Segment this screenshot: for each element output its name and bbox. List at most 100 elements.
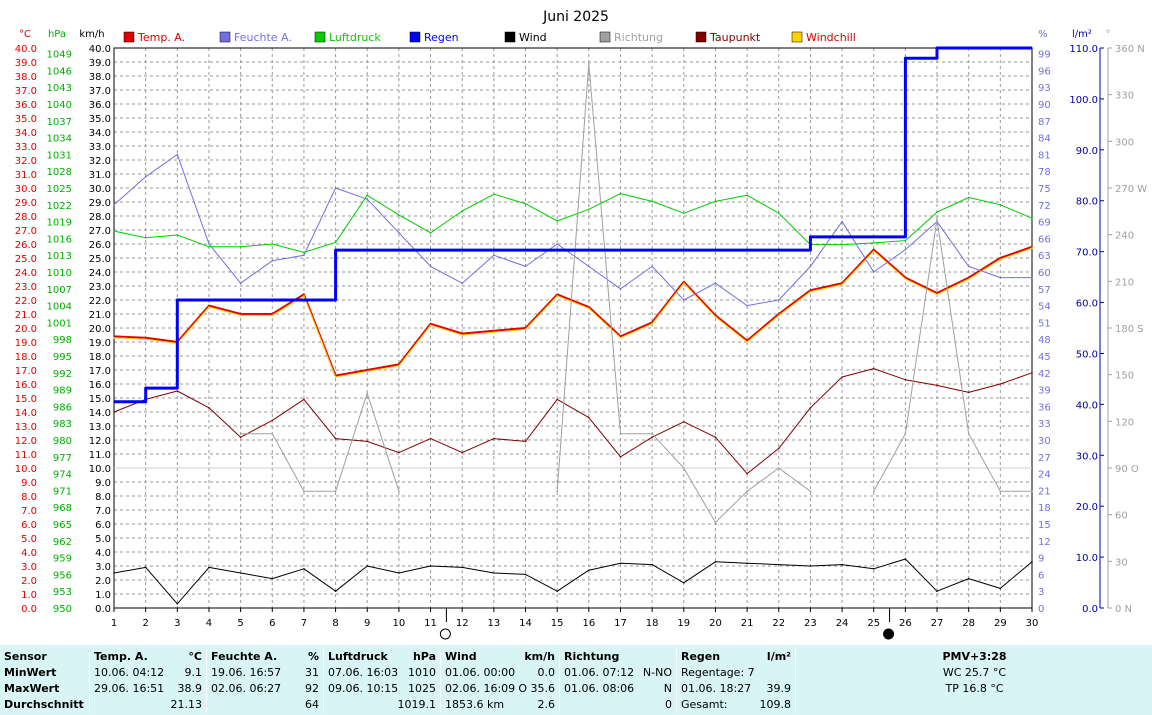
- legend-label: Feuchte A.: [234, 31, 292, 44]
- data-point: [303, 251, 305, 254]
- pressure-axis-unit: hPa: [48, 29, 66, 40]
- stats-dir-min-time: 01.06. 07:12: [564, 666, 635, 679]
- data-point: [334, 437, 337, 440]
- wind-tick-label: 25.0: [89, 254, 111, 265]
- data-point: [556, 490, 558, 493]
- data-point: [809, 289, 812, 292]
- wind-tick-label: 24.0: [89, 268, 111, 279]
- temp-tick-label: 22.0: [15, 296, 37, 307]
- pressure-tick-label: 1004: [47, 302, 72, 313]
- pressure-tick-label: 1040: [47, 100, 72, 111]
- stats-windchill: WC 25.7 °C: [942, 666, 1007, 679]
- x-tick-label: 2: [142, 618, 148, 629]
- wind-tick-label: 1.0: [95, 590, 111, 601]
- data-point: [208, 299, 210, 301]
- data-point: [967, 196, 970, 199]
- data-point: [999, 258, 1002, 261]
- new-moon-icon: [883, 628, 895, 640]
- humidity-tick-label: 69: [1038, 218, 1051, 229]
- data-point: [809, 290, 812, 293]
- direction-tick-label: 150: [1115, 371, 1134, 382]
- stats-press-unit: hPa: [412, 650, 436, 663]
- rain-tick-label: 100.0: [1069, 95, 1098, 106]
- data-point: [429, 323, 432, 325]
- data-point: [967, 391, 970, 394]
- data-point: [113, 204, 115, 206]
- data-point: [429, 232, 432, 234]
- data-point: [619, 456, 622, 458]
- stats-press-max-time: 09.06. 10:15: [328, 682, 399, 695]
- data-point: [366, 194, 369, 197]
- full-moon-icon: [439, 628, 451, 640]
- data-point: [619, 288, 622, 290]
- pressure-tick-label: 983: [53, 419, 72, 430]
- x-tick-label: 8: [332, 618, 338, 629]
- data-point: [651, 432, 653, 435]
- data-point: [208, 246, 210, 248]
- data-point: [588, 307, 590, 310]
- series-line-windchill: [113, 247, 1033, 378]
- pressure-tick-label: 992: [53, 369, 72, 380]
- data-point: [936, 47, 938, 49]
- humidity-tick-label: 24: [1038, 470, 1051, 481]
- wind-tick-label: 37.0: [89, 86, 111, 97]
- data-point: [144, 338, 147, 341]
- data-point: [967, 47, 970, 49]
- data-point: [208, 243, 210, 245]
- series-line-temp-a: [113, 245, 1033, 377]
- data-point: [682, 212, 685, 214]
- stats-dir-title: Richtung: [564, 650, 620, 663]
- rain-tick-label: 70.0: [1076, 248, 1098, 259]
- data-point: [588, 569, 590, 571]
- data-point: [872, 490, 875, 493]
- legend-label: Richtung: [614, 31, 663, 44]
- data-point: [493, 193, 495, 195]
- temp-tick-label: 33.0: [15, 142, 37, 153]
- data-point: [588, 306, 590, 308]
- pressure-tick-label: 968: [53, 503, 72, 514]
- pressure-tick-label: 965: [53, 520, 72, 531]
- data-point: [461, 566, 464, 569]
- temp-tick-label: 3.0: [21, 562, 37, 573]
- data-point: [113, 411, 115, 413]
- humidity-tick-label: 87: [1038, 117, 1051, 128]
- data-point: [303, 254, 305, 256]
- series-line-richtung: [873, 218, 1032, 492]
- stats-sensor-col: Sensor MinWert MaxWert Durchschnitt: [0, 649, 88, 713]
- data-point: [429, 324, 432, 327]
- data-point: [366, 440, 369, 443]
- pressure-tick-label: 962: [53, 537, 72, 548]
- data-point: [334, 376, 337, 378]
- legend-swatch: [504, 31, 516, 43]
- stats-hum-max-value: 92: [305, 682, 319, 695]
- temp-tick-label: 20.0: [15, 324, 37, 335]
- data-point: [651, 563, 653, 566]
- data-point: [176, 490, 179, 493]
- data-point: [556, 590, 558, 592]
- data-point: [334, 590, 337, 592]
- data-point: [746, 490, 748, 493]
- direction-tick-label: 60: [1115, 511, 1128, 522]
- rain-tick-label: 90.0: [1076, 146, 1098, 157]
- stats-hum-max-time: 02.06. 06:27: [211, 682, 282, 695]
- x-tick-label: 12: [456, 618, 469, 629]
- x-tick-label: 16: [582, 618, 595, 629]
- pressure-tick-label: 1025: [47, 184, 72, 195]
- stats-wind-col: Wind km/h 01.06. 00:00 0.0 02.06. 16:09 O 3…: [440, 649, 559, 713]
- temp-tick-label: 17.0: [15, 366, 37, 377]
- wind-tick-label: 12.0: [89, 436, 111, 447]
- wind-tick-label: 35.0: [89, 114, 111, 125]
- humidity-tick-label: 0: [1038, 604, 1044, 615]
- data-point: [904, 248, 907, 251]
- statistics-panel: Sensor MinWert MaxWert Durchschnitt Temp…: [0, 645, 1152, 715]
- x-tick-label: 4: [206, 618, 212, 629]
- data-point: [303, 295, 305, 297]
- data-point: [144, 566, 147, 569]
- data-point: [682, 249, 685, 251]
- data-point: [239, 436, 242, 439]
- temp-tick-label: 10.0: [15, 464, 37, 475]
- temp-tick-label: 14.0: [15, 408, 37, 419]
- wind-tick-label: 28.0: [89, 212, 111, 223]
- data-point: [619, 562, 622, 564]
- humidity-tick-label: 57: [1038, 285, 1051, 296]
